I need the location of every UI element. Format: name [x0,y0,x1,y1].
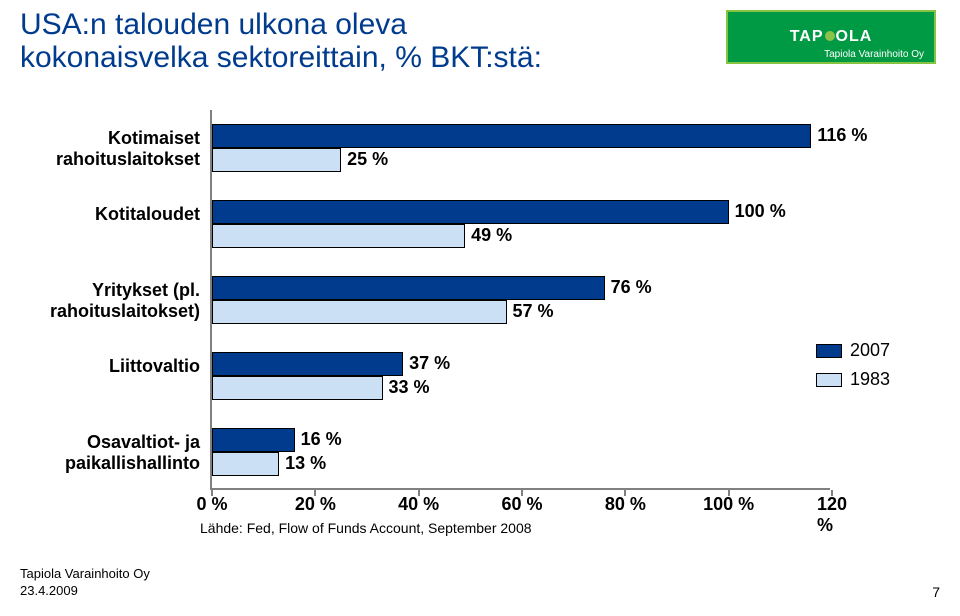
bar-value-label: 33 % [389,377,430,398]
bar-value-label: 25 % [347,149,388,170]
legend-swatch-1983 [816,373,842,387]
x-tick-mark [728,490,730,496]
x-tick-mark [624,490,626,496]
legend-label-2007: 2007 [850,340,890,361]
x-tick-label: 80 % [605,494,646,515]
category-label: Osavaltiot- japaikallishallinto [30,432,200,473]
x-tick-mark [211,490,213,496]
x-tick-mark [521,490,523,496]
legend-item-2007: 2007 [816,340,890,361]
bar [212,148,341,172]
footer-org: Tapiola Varainhoito Oy [20,566,150,583]
bar [212,200,729,224]
category-label: Kotitaloudet [30,204,200,225]
x-tick-label: 60 % [501,494,542,515]
bar-value-label: 76 % [611,277,652,298]
bar-value-label: 100 % [735,201,786,222]
x-tick-label: 40 % [398,494,439,515]
category-label: Yritykset (pl.rahoituslaitokset) [30,280,200,321]
bar [212,300,507,324]
footer-page: 7 [932,584,940,600]
x-tick-mark [314,490,316,496]
x-tick-mark [418,490,420,496]
bar [212,124,811,148]
chart: 2007 1983 116 % 25 % 100 % 49 % 76 % 57 % 37 %… [30,110,920,530]
x-tick-label: 100 % [703,494,754,515]
footer-date: 23.4.2009 [20,583,150,600]
category-label: Liittovaltio [30,356,200,377]
bar [212,376,383,400]
bar [212,224,465,248]
bar-value-label: 57 % [513,301,554,322]
bar [212,276,605,300]
logo-text: TAPOLA [790,28,873,46]
plot-area: 2007 1983 116 %25 %100 %49 %76 %57 %37 %… [210,110,830,490]
source-text: Lähde: Fed, Flow of Funds Account, Septe… [200,520,532,536]
bar-value-label: 16 % [301,429,342,450]
bar-value-label: 37 % [409,353,450,374]
category-label: Kotimaisetrahoituslaitokset [30,128,200,169]
x-tick-label: 120 % [817,494,847,536]
legend-swatch-2007 [816,344,842,358]
x-tick-mark [831,490,833,496]
legend-label-1983: 1983 [850,369,890,390]
logo-subtext: Tapiola Varainhoito Oy [824,49,924,60]
bar-value-label: 116 % [817,125,867,146]
footer-left: Tapiola Varainhoito Oy 23.4.2009 [20,566,150,600]
bar [212,452,279,476]
x-tick-label: 0 % [196,494,227,515]
legend-item-1983: 1983 [816,369,890,390]
bar-value-label: 49 % [471,225,512,246]
x-tick-label: 20 % [295,494,336,515]
bar [212,352,403,376]
legend: 2007 1983 [816,340,890,398]
brand-logo: TAPOLA Tapiola Varainhoito Oy [726,10,936,64]
bar-value-label: 13 % [285,453,326,474]
bar [212,428,295,452]
